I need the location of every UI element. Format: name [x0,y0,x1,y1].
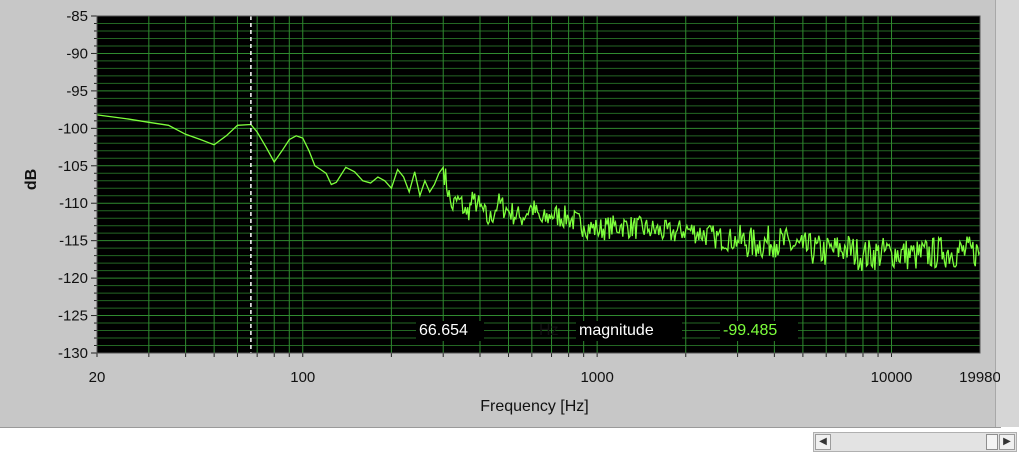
y-tick-label: -90 [66,45,88,62]
cursor-frequency-value[interactable]: 66.654 [416,321,484,341]
y-tick-label: -115 [59,233,88,250]
y-tick-label: -100 [58,120,88,137]
cursor-magnitude-value[interactable]: -99.485 [720,321,798,341]
y-tick-label: -85 [66,8,88,25]
y-tick-label: -125 [58,308,88,325]
y-tick-label: -110 [59,195,88,212]
x-tick-label: 100 [290,369,315,386]
scroll-right-icon[interactable]: ▶ [999,434,1015,450]
x-tick-label: 19980 [959,369,1000,386]
x-axis-title: Frequency [Hz] [480,398,588,415]
plot-area [97,16,980,353]
spectrum-line [96,114,981,271]
spectrum-chart: -85 -90 -95 -100 -105 -110 -115 -120 -125 -130 20… [23,8,1000,415]
horizontal-scrollbar[interactable]: ◀ ▶ [813,432,1017,452]
cursor-frequency-unit: Hz [539,322,559,339]
y-tick-label: -120 [58,270,88,287]
y-tick-label: -105 [58,158,88,175]
y-tick-label: -130 [58,345,88,362]
x-tick-label: 10000 [871,369,913,386]
plot-frame [96,15,981,354]
x-tick-label: 1000 [580,369,613,386]
vertical-side-bar [995,0,1019,427]
x-tick-label: 20 [89,369,106,386]
scrollbar-thumb[interactable] [986,434,998,450]
y-tick-label: -95 [66,83,88,100]
scroll-left-icon[interactable]: ◀ [815,434,831,450]
magnitude-label: magnitude [576,321,682,341]
y-axis-title: dB [23,169,40,190]
